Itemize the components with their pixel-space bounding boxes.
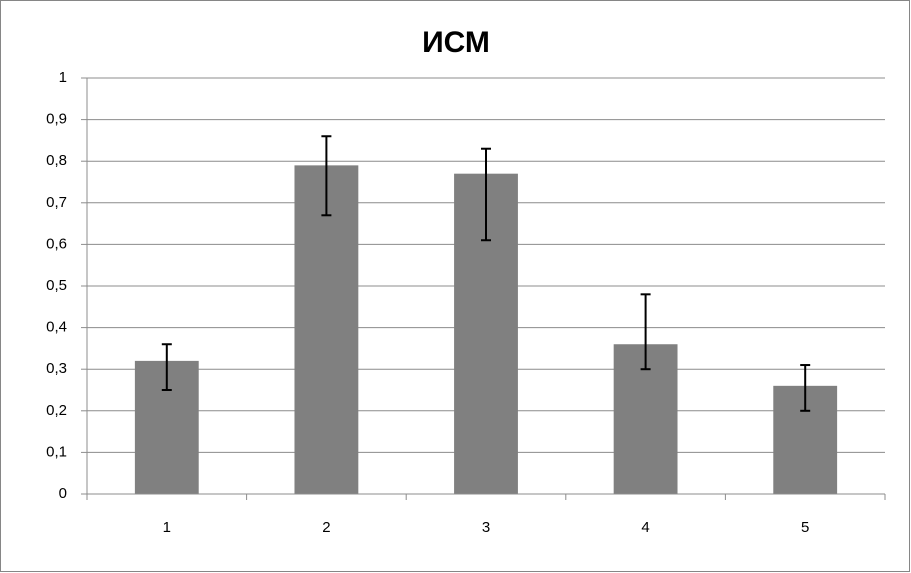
- y-tick-label: 0,8: [46, 152, 67, 169]
- x-tick-label: 5: [801, 519, 809, 536]
- y-tick-label: 0: [59, 485, 67, 502]
- y-tick-label: 0,6: [46, 235, 67, 252]
- x-tick-label: 4: [641, 519, 649, 536]
- y-tick-label: 0,1: [46, 443, 67, 460]
- y-tick-label: 0,4: [46, 319, 67, 336]
- y-tick-label: 0,3: [46, 360, 67, 377]
- error-bar: [481, 147, 491, 242]
- error-bar: [321, 135, 332, 217]
- error-bar: [640, 293, 651, 371]
- error-bar: [800, 364, 811, 412]
- y-tick-label: 1: [59, 69, 67, 86]
- y-tick-label: 0,7: [46, 194, 67, 211]
- y-tick-label: 0,5: [46, 277, 67, 294]
- chart-title: ИСМ: [422, 26, 490, 59]
- y-tick-label: 0,2: [46, 402, 67, 419]
- x-tick-label: 1: [163, 519, 171, 536]
- x-tick-label: 3: [482, 519, 490, 536]
- x-tick-label: 2: [322, 519, 330, 536]
- error-bar: [161, 343, 172, 391]
- y-tick-label: 0,9: [46, 111, 67, 128]
- bar: [294, 165, 359, 495]
